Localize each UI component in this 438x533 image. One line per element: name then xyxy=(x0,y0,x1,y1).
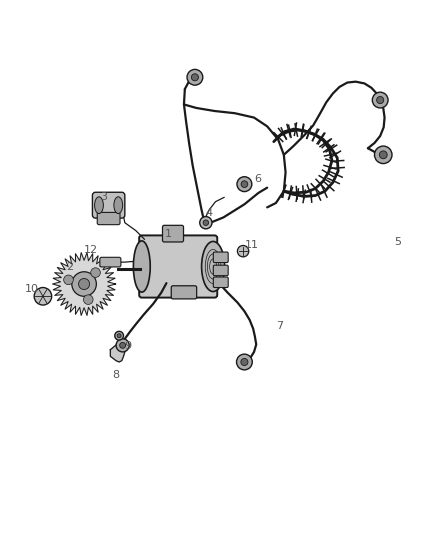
Circle shape xyxy=(91,268,100,277)
FancyBboxPatch shape xyxy=(139,236,217,297)
FancyBboxPatch shape xyxy=(97,213,120,225)
Ellipse shape xyxy=(114,197,123,214)
Circle shape xyxy=(117,334,121,338)
Text: 9: 9 xyxy=(124,341,131,351)
Text: 12: 12 xyxy=(84,245,98,255)
Circle shape xyxy=(377,96,384,103)
Text: 6: 6 xyxy=(254,174,261,184)
FancyBboxPatch shape xyxy=(213,252,228,263)
Circle shape xyxy=(241,358,248,366)
Text: 7: 7 xyxy=(276,321,283,330)
FancyBboxPatch shape xyxy=(162,225,184,242)
Text: 10: 10 xyxy=(25,284,39,294)
Text: 4: 4 xyxy=(206,208,213,218)
Ellipse shape xyxy=(133,241,150,292)
Circle shape xyxy=(237,246,249,257)
Circle shape xyxy=(191,74,198,81)
Text: 2: 2 xyxy=(66,262,73,272)
FancyBboxPatch shape xyxy=(213,277,228,287)
Circle shape xyxy=(237,177,252,191)
Polygon shape xyxy=(110,342,125,362)
FancyBboxPatch shape xyxy=(92,192,125,218)
Circle shape xyxy=(374,146,392,164)
Circle shape xyxy=(72,272,96,296)
Text: 5: 5 xyxy=(394,237,401,247)
Circle shape xyxy=(64,275,73,285)
Circle shape xyxy=(200,216,212,229)
Circle shape xyxy=(379,151,387,159)
Circle shape xyxy=(116,339,129,352)
Text: 11: 11 xyxy=(245,240,259,249)
Circle shape xyxy=(203,220,208,225)
Circle shape xyxy=(34,287,52,305)
FancyBboxPatch shape xyxy=(171,286,197,299)
Text: 8: 8 xyxy=(113,370,120,379)
Circle shape xyxy=(78,279,90,289)
Circle shape xyxy=(241,181,248,188)
Circle shape xyxy=(372,92,388,108)
Circle shape xyxy=(84,295,93,304)
Ellipse shape xyxy=(201,241,225,292)
FancyBboxPatch shape xyxy=(100,257,121,267)
Circle shape xyxy=(187,69,203,85)
Text: 3: 3 xyxy=(100,192,107,203)
Circle shape xyxy=(120,342,126,348)
Polygon shape xyxy=(53,253,116,316)
Circle shape xyxy=(115,332,124,340)
Text: 1: 1 xyxy=(165,229,172,239)
FancyBboxPatch shape xyxy=(213,265,228,276)
Circle shape xyxy=(237,354,252,370)
Ellipse shape xyxy=(95,197,103,214)
